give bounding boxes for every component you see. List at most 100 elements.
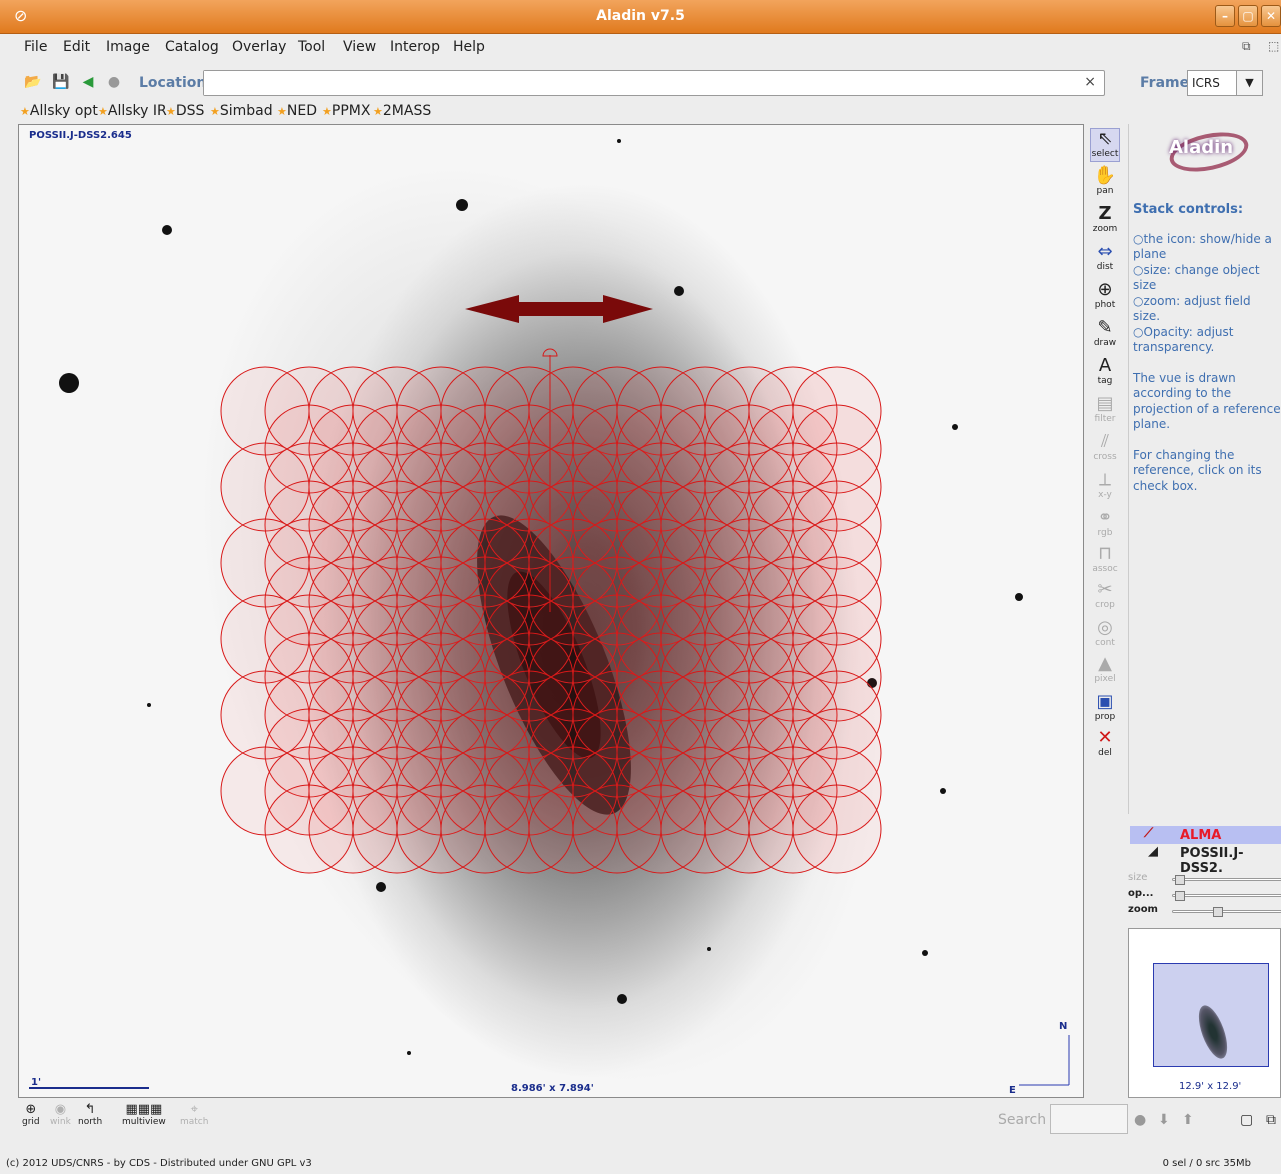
- alma-mosaic: [220, 366, 882, 874]
- bookmark-dss[interactable]: ★DSS: [166, 103, 205, 119]
- external-icon[interactable]: ⧉: [1266, 1112, 1276, 1128]
- menu-bar: File Edit Image Catalog Overlay Tool Vie…: [0, 34, 1281, 60]
- save-icon[interactable]: 💾: [52, 74, 70, 90]
- search-input[interactable]: [1050, 1104, 1128, 1134]
- fov-label: 8.986' x 7.894': [511, 1083, 594, 1094]
- field-box: [1153, 963, 1269, 1067]
- window-icon[interactable]: ▢: [1240, 1112, 1254, 1128]
- multiview-icon: ▦▦▦: [125, 1102, 163, 1117]
- grid-icon: ⊕: [25, 1102, 37, 1117]
- location-input[interactable]: [204, 71, 1074, 95]
- menu-overlay[interactable]: Overlay: [232, 39, 287, 55]
- select-arrow-icon: ⇖: [1097, 128, 1113, 149]
- maximize-button[interactable]: ▢: [1238, 5, 1258, 27]
- bookmark-allsky-opt[interactable]: ★Allsky opt: [20, 103, 98, 119]
- tool-rgb[interactable]: ⚭ rgb: [1090, 508, 1120, 542]
- detach-icon[interactable]: ⬚: [1268, 39, 1280, 53]
- tool-select[interactable]: ⇖ select: [1090, 128, 1120, 162]
- star-icon: ★: [373, 105, 383, 118]
- star-icon: ★: [166, 105, 176, 118]
- tool-del[interactable]: ✕ del: [1090, 728, 1120, 762]
- catalog-plane-icon: ⟋: [1144, 826, 1154, 841]
- arrow-up-icon[interactable]: ⬆: [1182, 1112, 1194, 1128]
- tool-assoc[interactable]: ⊓ assoc: [1090, 544, 1120, 578]
- open-folder-icon[interactable]: 📂: [24, 74, 42, 90]
- plane-stack: ⟋ ALMA ◢ POSSII.J-DSS2. size op... zoom: [1128, 822, 1281, 1022]
- xy-plot-icon: ⟂: [1098, 469, 1111, 490]
- tool-cont[interactable]: ◎ cont: [1090, 618, 1120, 652]
- north-button[interactable]: ↰ north: [78, 1102, 103, 1127]
- tool-cross[interactable]: ⫽ cross: [1090, 432, 1120, 466]
- menu-catalog[interactable]: Catalog: [165, 39, 219, 55]
- zoom-preview[interactable]: 12.9' x 12.9': [1128, 928, 1281, 1098]
- help-paragraph: The vue is drawn according to the projec…: [1133, 370, 1281, 432]
- plane-alma[interactable]: ⟋ ALMA: [1130, 826, 1281, 844]
- menu-file[interactable]: File: [24, 39, 48, 55]
- menu-help[interactable]: Help: [453, 39, 485, 55]
- close-button[interactable]: ✕: [1261, 5, 1281, 27]
- location-field[interactable]: ×: [203, 70, 1105, 96]
- pixel-icon: ▲: [1098, 653, 1112, 674]
- help-item: ○zoom: adjust field size.: [1133, 293, 1251, 324]
- scale-label: 1': [31, 1077, 42, 1088]
- star-icon: ★: [20, 105, 30, 118]
- bookmark-2mass[interactable]: ★2MASS: [373, 103, 432, 119]
- wink-button[interactable]: ◉ wink: [50, 1102, 71, 1127]
- copyright-text: (c) 2012 UDS/CNRS - by CDS - Distributed…: [6, 1158, 312, 1169]
- bookmark-ned[interactable]: ★NED: [277, 103, 317, 119]
- stars: [59, 139, 1023, 1055]
- minimize-button[interactable]: –: [1215, 5, 1235, 27]
- star-icon: ★: [210, 105, 220, 118]
- rgb-icon: ⚭: [1097, 507, 1113, 528]
- tool-phot[interactable]: ⊕ phot: [1090, 280, 1120, 314]
- location-label: Location: [139, 75, 207, 91]
- tool-prop[interactable]: ▣ prop: [1090, 692, 1120, 726]
- clear-icon[interactable]: ×: [1084, 74, 1096, 90]
- tool-pan[interactable]: ✋ pan: [1090, 166, 1120, 200]
- help-panel: Aladin Stack controls: ○the icon: show/h…: [1128, 124, 1281, 814]
- plane-possii[interactable]: ◢ POSSII.J-DSS2.: [1148, 844, 1244, 876]
- zoom-slider[interactable]: zoom: [1128, 904, 1281, 918]
- help-paragraph: For changing the reference, click on its…: [1133, 447, 1262, 493]
- preview-dims: 12.9' x 12.9': [1179, 1081, 1242, 1092]
- tool-xy[interactable]: ⟂ x-y: [1090, 470, 1120, 504]
- bookmark-allsky-ir[interactable]: ★Allsky IR: [98, 103, 167, 119]
- chevron-down-icon[interactable]: ▼: [1236, 71, 1262, 95]
- multiview-button[interactable]: ▦▦▦ multiview: [122, 1102, 166, 1127]
- tool-dist[interactable]: ⇔ dist: [1090, 242, 1120, 276]
- window-title: Aladin v7.5: [596, 8, 685, 24]
- menu-tool[interactable]: Tool: [298, 39, 326, 55]
- help-heading: Stack controls:: [1133, 202, 1244, 217]
- restore-icon[interactable]: ⧉: [1242, 39, 1251, 53]
- menu-edit[interactable]: Edit: [63, 39, 91, 55]
- match-button[interactable]: ⌖ match: [180, 1102, 209, 1127]
- search-go-icon[interactable]: ●: [1134, 1112, 1147, 1128]
- arrow-down-icon[interactable]: ⬇: [1158, 1112, 1170, 1128]
- back-icon[interactable]: ◀: [82, 74, 94, 90]
- tool-filter[interactable]: ▤ filter: [1090, 394, 1120, 428]
- help-item: ○Opacity: adjust transparency.: [1133, 324, 1234, 355]
- size-slider[interactable]: size: [1128, 872, 1281, 886]
- aladin-logo: Aladin: [1133, 124, 1281, 184]
- bookmark-ppmx[interactable]: ★PPMX: [322, 103, 371, 119]
- bottom-toolbar: ⊕ grid ◉ wink ↰ north ▦▦▦ multiview ⌖ match S…: [0, 1100, 1281, 1136]
- menu-interop[interactable]: Interop: [390, 39, 441, 55]
- help-item: ○size: change object size: [1133, 262, 1260, 293]
- bookmark-simbad[interactable]: ★Simbad: [210, 103, 273, 119]
- grid-button[interactable]: ⊕ grid: [22, 1102, 40, 1127]
- tool-crop[interactable]: ✂ crop: [1090, 580, 1120, 614]
- menu-view[interactable]: View: [343, 39, 377, 55]
- title-bar: ⊘ Aladin v7.5 – ▢ ✕: [0, 0, 1281, 34]
- tool-draw[interactable]: ✎ draw: [1090, 318, 1120, 352]
- menu-image[interactable]: Image: [106, 39, 150, 55]
- stop-icon[interactable]: ●: [107, 74, 121, 90]
- cross-icon: ⫽: [1100, 431, 1110, 452]
- photometry-icon: ⊕: [1097, 279, 1113, 300]
- opacity-slider[interactable]: op...: [1128, 888, 1281, 902]
- sky-view[interactable]: POSSII.J-DSS2.645 1' 8.986' x 7.894' N E: [18, 124, 1084, 1098]
- tool-pixel[interactable]: ▲ pixel: [1090, 654, 1120, 688]
- frame-select[interactable]: ICRS ▼: [1187, 70, 1263, 96]
